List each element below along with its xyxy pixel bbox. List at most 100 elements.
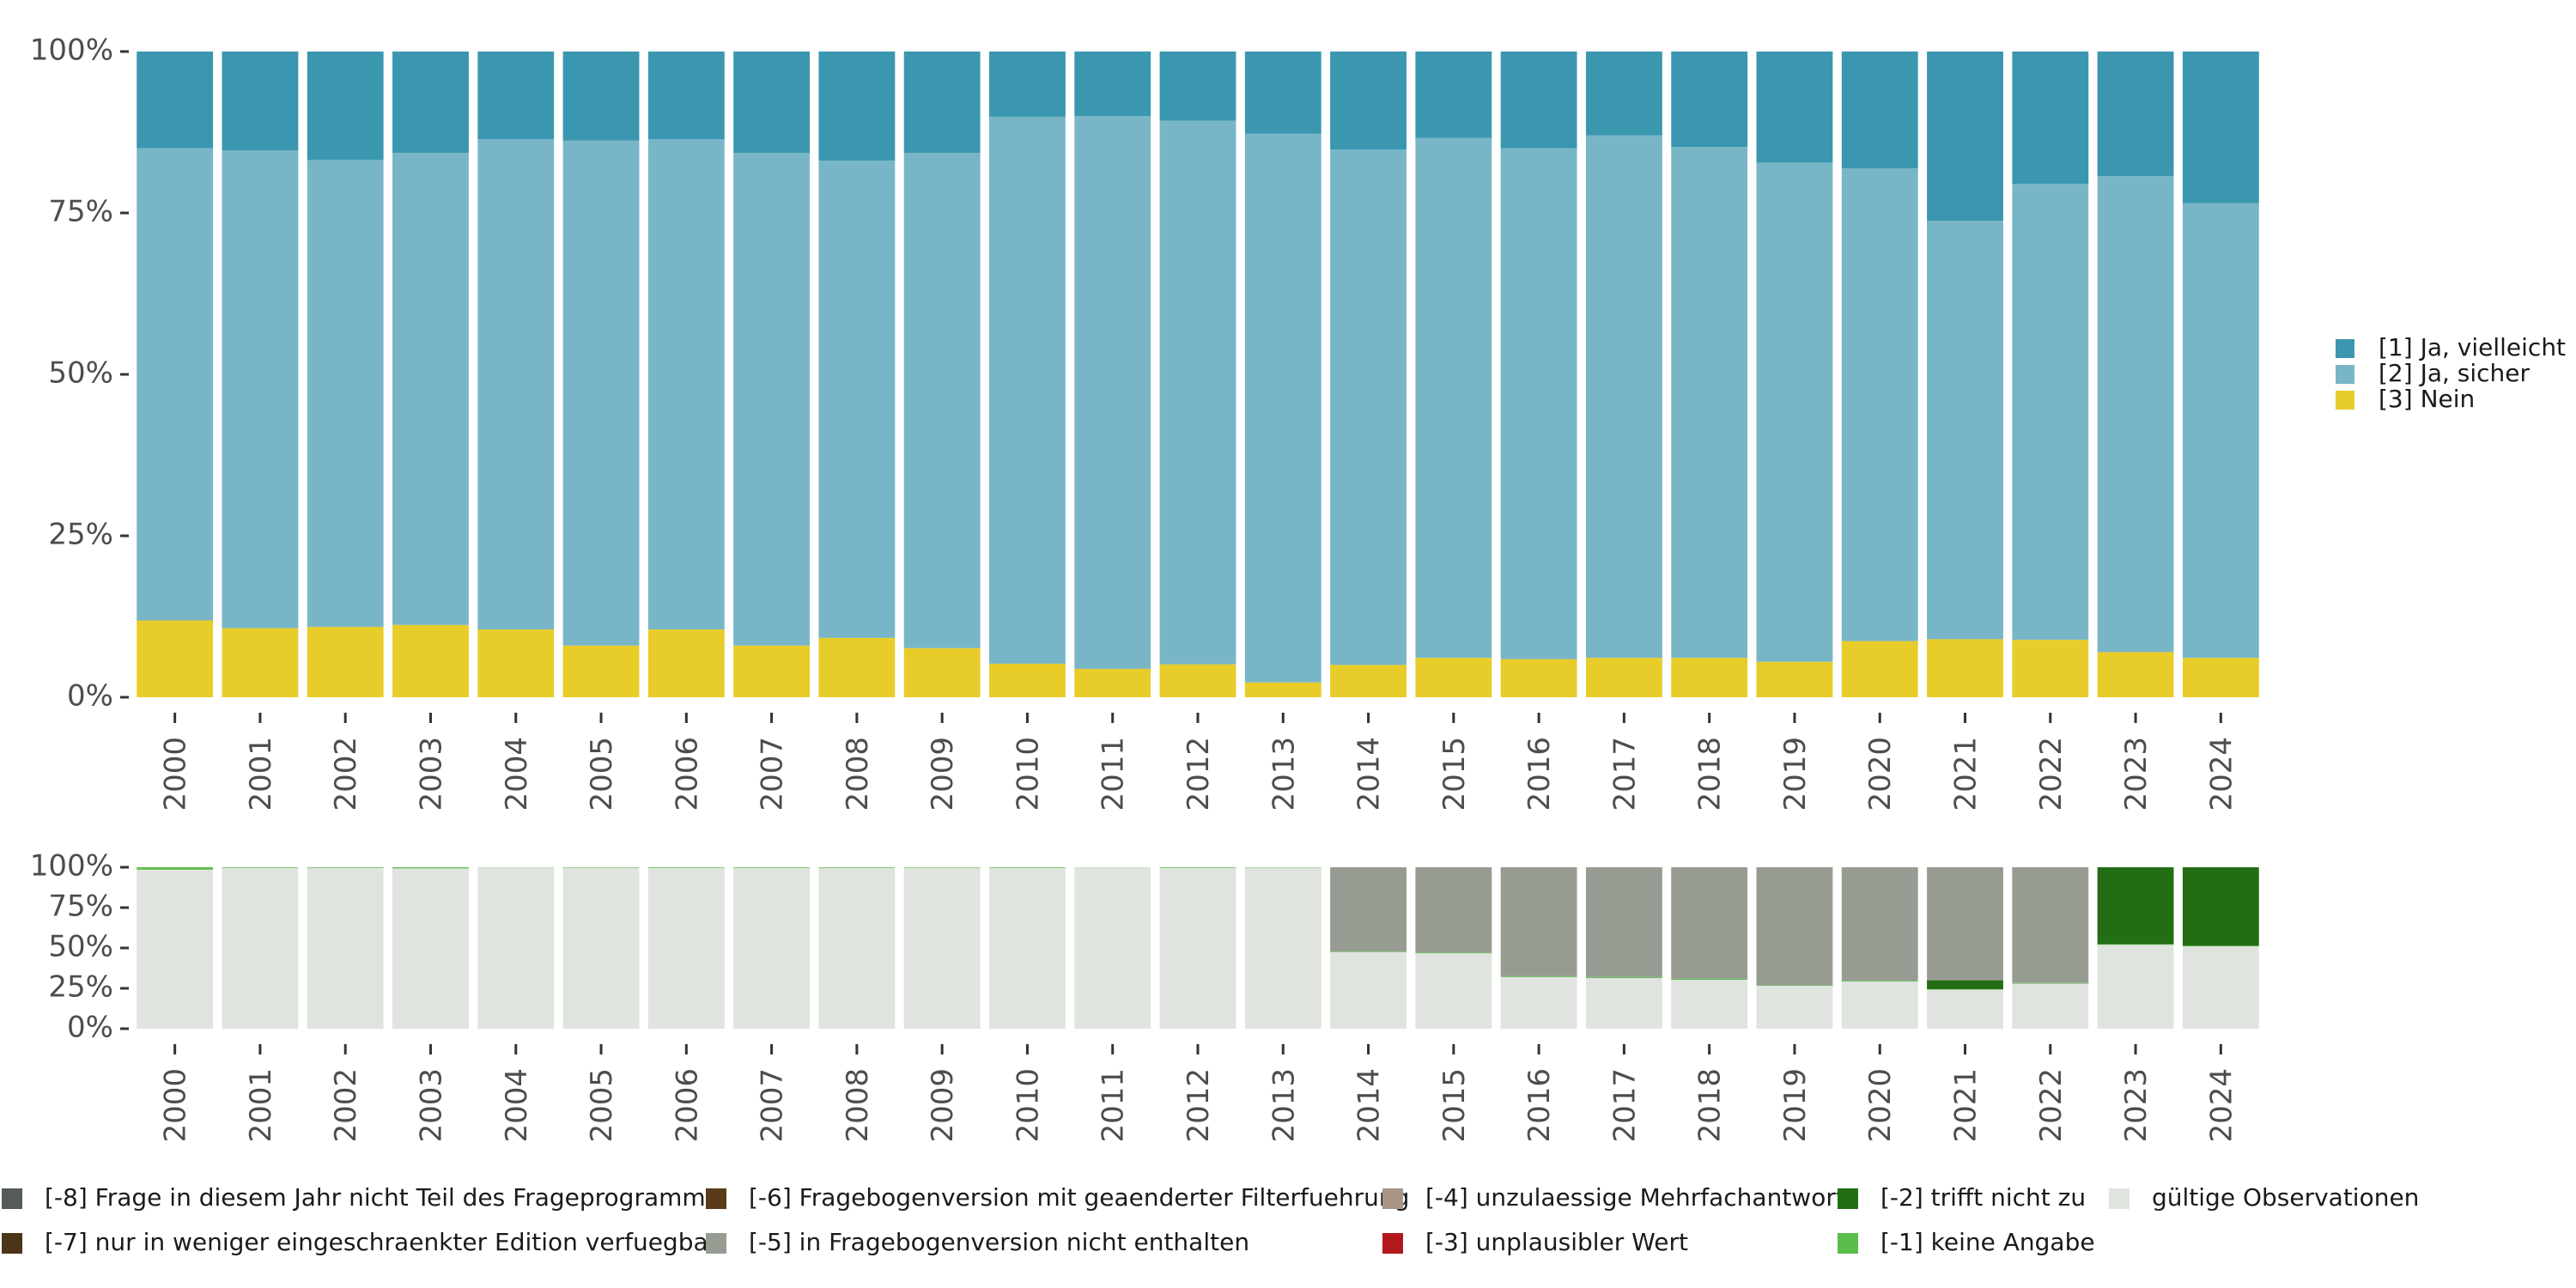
bar-segment (818, 867, 896, 868)
bar-segment (222, 867, 299, 1029)
legend-key (1382, 1188, 1403, 1209)
bar-segment (1074, 116, 1151, 669)
bar-segment (1500, 148, 1577, 659)
bar-segment (1415, 137, 1492, 659)
x-tick-label: 2018 (1693, 737, 1728, 811)
legend-label: [-6] Fragebogenversion mit geaenderter F… (749, 1183, 1409, 1212)
legend-key (2336, 391, 2354, 410)
bar-segment (818, 637, 896, 697)
bar-segment (2182, 867, 2259, 946)
bar-segment (1671, 867, 1748, 979)
x-tick-label: 2008 (841, 737, 875, 811)
x-tick-label: 2014 (1352, 1068, 1387, 1143)
bar-segment (1927, 989, 2003, 1029)
bar-segment (1927, 980, 2003, 989)
bar-segment (2097, 176, 2174, 653)
bar-segment (2012, 982, 2089, 984)
bar-segment (1330, 951, 1406, 952)
bar-segment (1500, 867, 1577, 976)
bar-segment (1159, 664, 1236, 697)
bar-segment (903, 153, 981, 648)
bar-segment (1244, 867, 1321, 1029)
bar-segment (647, 867, 725, 868)
legend-key (2109, 1188, 2129, 1209)
bar-segment (818, 867, 896, 1029)
bar-segment (1756, 661, 1833, 697)
bar-segment (903, 52, 981, 154)
bar-segment (1841, 981, 1918, 1029)
x-tick-label: 2002 (329, 1068, 363, 1143)
legend-label: [-5] in Fragebogenversion nicht enthalte… (749, 1228, 1249, 1256)
bar-segment (392, 153, 469, 625)
legend-label: [-3] unplausibler Wert (1425, 1228, 1688, 1256)
x-tick-label: 2004 (500, 1068, 534, 1143)
bar-segment (733, 52, 811, 154)
x-tick-label: 2009 (926, 1068, 960, 1143)
bar-segment (1330, 52, 1406, 150)
bar-segment (477, 629, 555, 697)
bar-segment (1756, 162, 1833, 662)
legend-label: [2] Ja, sicher (2379, 359, 2530, 387)
bar-segment (562, 52, 640, 141)
legend-key (706, 1188, 726, 1209)
bar-segment (1927, 221, 2003, 640)
legend-label: [-1] keine Angabe (1880, 1228, 2095, 1256)
x-tick-label: 2021 (1949, 1068, 1984, 1143)
bar-segment (1841, 641, 1918, 697)
bar-segment (307, 52, 384, 161)
x-tick-label: 2019 (1778, 737, 1813, 811)
bar-segment (1330, 951, 1406, 1029)
bar-segment (1671, 658, 1748, 697)
x-tick-label: 2003 (414, 1068, 448, 1143)
bar-segment (1585, 52, 1662, 136)
bar-segment (647, 139, 725, 630)
bar-segment (1159, 867, 1236, 1029)
bar-segment (1585, 867, 1662, 977)
x-tick-label: 2016 (1522, 737, 1557, 811)
x-tick-label: 2000 (159, 737, 193, 811)
x-tick-label: 2000 (159, 1068, 193, 1143)
bar-segment (222, 867, 299, 868)
x-tick-label: 2008 (841, 1068, 875, 1143)
x-tick-label: 2001 (244, 1068, 278, 1143)
bar-segment (1244, 52, 1321, 134)
x-tick-label: 2024 (2204, 1068, 2239, 1143)
x-tick-label: 2015 (1437, 737, 1472, 811)
bar-segment (562, 140, 640, 646)
bar-segment (1671, 978, 1748, 981)
x-tick-label: 2002 (329, 737, 363, 811)
legend-label: [-8] Frage in diesem Jahr nicht Teil des… (45, 1183, 718, 1212)
bar-segment (903, 647, 981, 697)
bar-segment (2097, 944, 2174, 945)
x-tick-label: 2010 (1011, 1068, 1045, 1143)
x-tick-label: 2004 (500, 737, 534, 811)
y-tick-label: 50% (48, 356, 113, 391)
bar-segment (1585, 976, 1662, 978)
legend-key (706, 1233, 726, 1254)
bar-segment (989, 52, 1066, 117)
bar-segment (1415, 658, 1492, 697)
bar-segment (818, 52, 896, 161)
bar-segment (2182, 946, 2259, 1029)
bar-segment (903, 867, 981, 868)
y-tick-label: 100% (30, 33, 113, 68)
bar-segment (1927, 52, 2003, 222)
bar-segment (307, 160, 384, 628)
y-tick-label: 25% (48, 970, 113, 1005)
bar-segment (2182, 203, 2259, 659)
y-tick-label: 75% (48, 195, 113, 229)
x-tick-label: 2013 (1267, 737, 1301, 811)
x-tick-label: 2012 (1182, 1068, 1216, 1143)
legend-key (2336, 365, 2354, 384)
bar-segment (1244, 133, 1321, 683)
x-tick-label: 2006 (670, 1068, 704, 1143)
legend-label: [3] Nein (2379, 385, 2475, 413)
bar-segment (2182, 52, 2259, 204)
x-tick-label: 2005 (585, 1068, 619, 1143)
bar-segment (392, 52, 469, 154)
x-tick-label: 2006 (670, 737, 704, 811)
bar-segment (1415, 52, 1492, 138)
legend-bottom: [-8] Frage in diesem Jahr nicht Teil des… (2, 1183, 2419, 1256)
bar-segment (1585, 135, 1662, 659)
